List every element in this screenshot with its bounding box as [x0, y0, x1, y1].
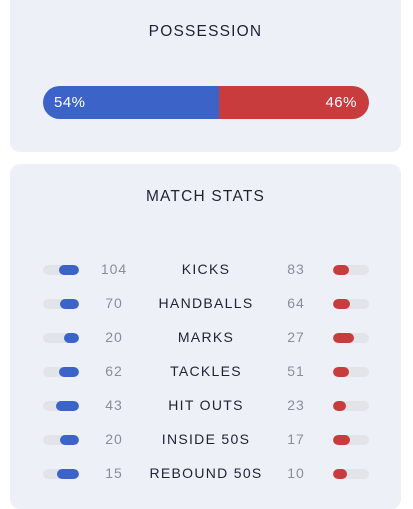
away-stat-fill	[333, 435, 350, 445]
possession-title: POSSESSION	[148, 23, 263, 40]
home-stat-value: 20	[105, 431, 123, 447]
stat-row-tackles: 62 TACKLES 51	[10, 363, 401, 383]
stat-label: REBOUND 50S	[149, 465, 263, 481]
match-stats-title: MATCH STATS	[145, 188, 266, 205]
away-stat-value: 17	[287, 431, 305, 447]
stat-row-inside-50s: 20 INSIDE 50S 17	[10, 431, 401, 451]
home-stat-bar	[43, 265, 79, 275]
away-stat-fill	[333, 333, 354, 343]
stat-row-kicks: 104 KICKS 83	[10, 261, 401, 281]
match-stats-card: MATCH STATS 104 KICKS 83 70 HANDBALLS 64…	[10, 164, 401, 509]
stat-label: HANDBALLS	[158, 295, 254, 311]
home-stat-value: 104	[100, 261, 128, 277]
home-stat-fill	[55, 401, 79, 411]
away-stat-fill	[333, 367, 350, 377]
away-stat-value: 51	[287, 363, 305, 379]
away-stat-value: 83	[287, 261, 305, 277]
away-stat-fill	[333, 299, 351, 309]
stat-row-hit-outs: 43 HIT OUTS 23	[10, 397, 401, 417]
away-stat-bar	[333, 401, 369, 411]
away-stat-bar	[333, 299, 369, 309]
possession-card: POSSESSION 54% 46%	[10, 0, 401, 152]
away-stat-fill	[333, 469, 348, 479]
home-stat-fill	[60, 299, 79, 309]
home-stat-value: 43	[105, 397, 123, 413]
away-stat-value: 23	[287, 397, 305, 413]
home-stat-value: 62	[105, 363, 123, 379]
stat-row-rebound-50s: 15 REBOUND 50S 10	[10, 465, 401, 485]
home-stat-value: 15	[105, 465, 123, 481]
stat-label: KICKS	[181, 261, 231, 277]
home-stat-bar	[43, 401, 79, 411]
home-stat-bar	[43, 333, 79, 343]
home-stat-fill	[57, 469, 79, 479]
home-stat-fill	[63, 333, 79, 343]
possession-away-value: 46%	[325, 94, 357, 111]
away-stat-fill	[333, 265, 349, 275]
home-stat-value: 20	[105, 329, 123, 345]
home-stat-bar	[43, 367, 79, 377]
stat-row-marks: 20 MARKS 27	[10, 329, 401, 349]
possession-bar: 54% 46%	[43, 86, 369, 119]
away-stat-bar	[333, 367, 369, 377]
away-stat-value: 64	[287, 295, 305, 311]
possession-away-segment: 46%	[219, 86, 369, 119]
stat-label: HIT OUTS	[168, 397, 244, 413]
away-stat-bar	[333, 265, 369, 275]
possession-home-segment: 54%	[43, 86, 220, 119]
away-stat-fill	[333, 401, 346, 411]
home-stat-bar	[43, 469, 79, 479]
home-stat-bar	[43, 435, 79, 445]
away-stat-bar	[333, 469, 369, 479]
home-stat-fill	[59, 435, 79, 445]
home-stat-fill	[58, 265, 79, 275]
stat-row-handballs: 70 HANDBALLS 64	[10, 295, 401, 315]
stat-label: TACKLES	[170, 363, 242, 379]
away-stat-bar	[333, 435, 369, 445]
home-stat-fill	[59, 367, 79, 377]
away-stat-bar	[333, 333, 369, 343]
home-stat-value: 70	[105, 295, 123, 311]
away-stat-value: 10	[287, 465, 305, 481]
away-stat-value: 27	[287, 329, 305, 345]
stat-label: INSIDE 50S	[161, 431, 251, 447]
stat-label: MARKS	[177, 329, 235, 345]
home-stat-bar	[43, 299, 79, 309]
possession-home-value: 54%	[54, 94, 86, 111]
